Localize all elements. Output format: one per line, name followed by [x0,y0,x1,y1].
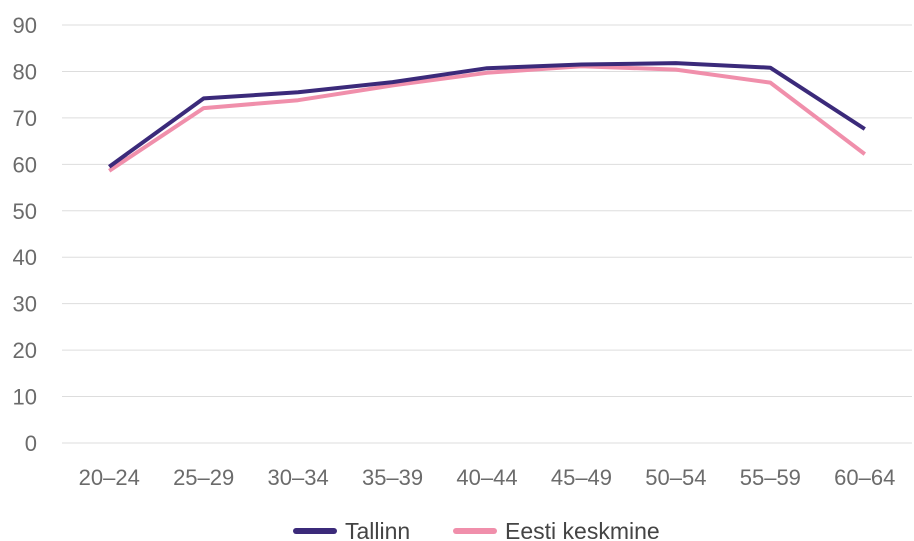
y-tick-label: 90 [13,13,37,38]
x-tick-label: 35–39 [362,465,423,490]
grid-lines [62,24,912,444]
legend-label: Tallinn [345,518,410,541]
x-tick-label: 30–34 [268,465,329,490]
series-lines [108,61,867,173]
x-tick-label: 50–54 [645,465,706,490]
y-tick-label: 30 [13,292,37,317]
x-tick-label: 25–29 [173,465,234,490]
y-tick-label: 70 [13,106,37,131]
y-tick-label: 40 [13,245,37,270]
series-line-2 [108,64,867,173]
legend-item-2: Eesti keskmine [453,518,660,541]
x-tick-label: 20–24 [79,465,140,490]
x-tick-label: 45–49 [551,465,612,490]
y-tick-label: 10 [13,385,37,410]
series-line-1 [108,61,866,169]
x-tick-label: 60–64 [834,465,895,490]
legend-label: Eesti keskmine [505,518,660,541]
y-tick-label: 0 [25,431,37,456]
x-axis-tick-labels: 20–24 25–29 30–34 35–39 40–44 45–49 50–54 55–59… [79,465,896,490]
y-axis-tick-labels: 0 10 20 30 40 50 60 70 80 90 [13,13,37,456]
y-tick-label: 60 [13,152,37,177]
y-tick-label: 50 [13,199,37,224]
x-tick-label: 40–44 [456,465,517,490]
y-tick-label: 80 [13,59,37,84]
legend: Tallinn Eesti keskmine [293,518,660,541]
x-tick-label: 55–59 [740,465,801,490]
legend-item-1: Tallinn [293,518,410,541]
y-tick-label: 20 [13,338,37,363]
